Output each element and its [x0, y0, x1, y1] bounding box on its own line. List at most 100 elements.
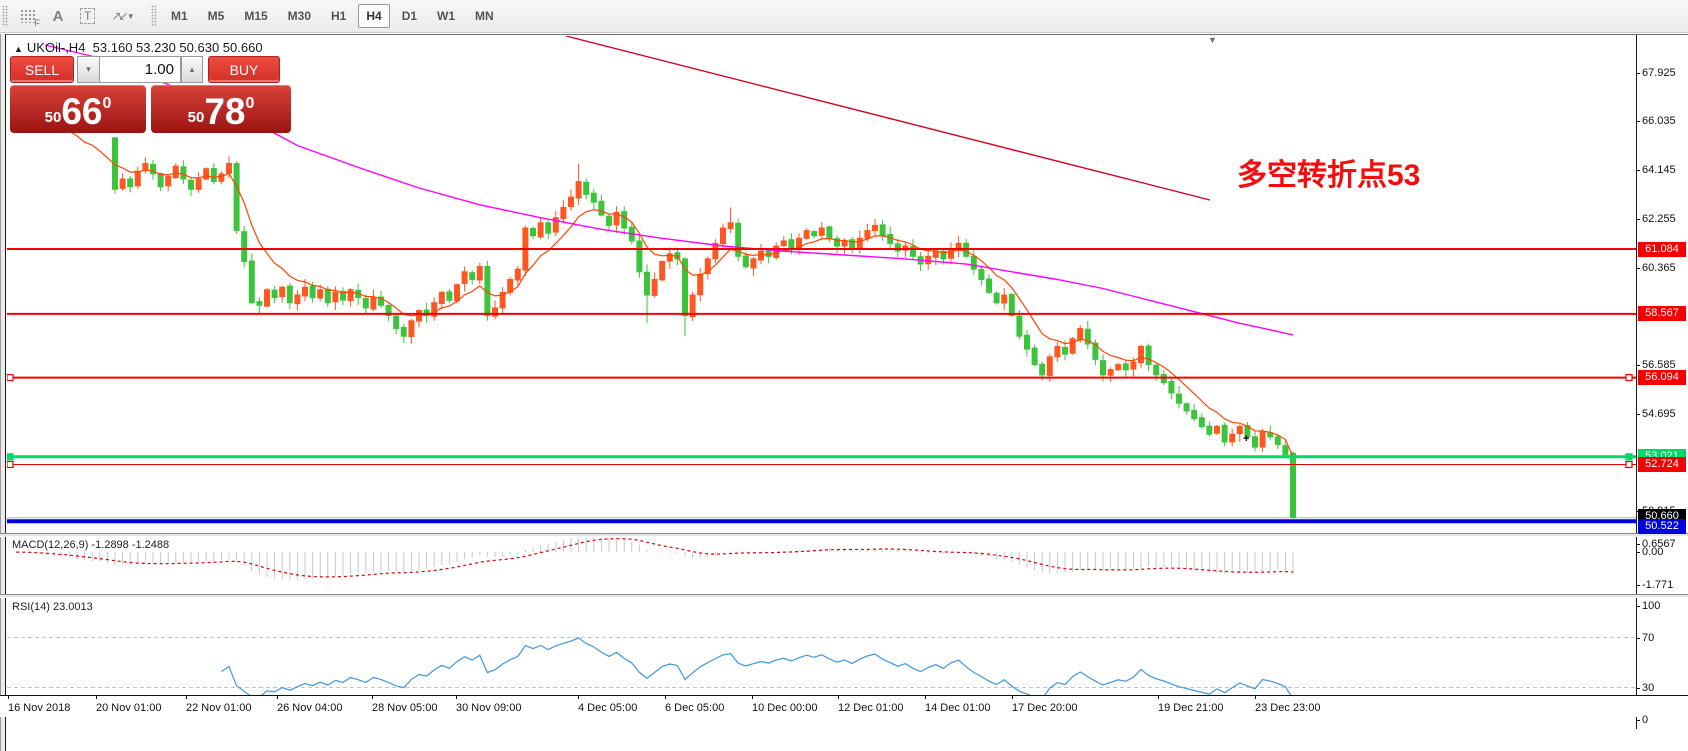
- indicator-axis-label: 70: [1642, 631, 1655, 644]
- chart-symbol-title: ▲ UKOil-,H4 53.160 53.230 50.630 50.660: [14, 40, 263, 55]
- price-badge-58.567: 58.567: [1638, 306, 1686, 322]
- time-tick: [456, 696, 457, 699]
- time-label: 6 Dec 05:00: [665, 702, 725, 714]
- chart-shift-triangle-icon[interactable]: ▼: [1208, 35, 1217, 45]
- time-label: 14 Dec 01:00: [925, 702, 991, 714]
- rsi-label: RSI(14) 23.0013: [12, 601, 93, 613]
- time-tick: [372, 696, 373, 699]
- draw-objects-icon[interactable]: ↗↙ ▾: [111, 9, 133, 23]
- time-tick: [96, 696, 97, 699]
- ma-slow-line: [44, 44, 1294, 336]
- time-label: 12 Dec 01:00: [838, 702, 904, 714]
- toolbar-grip[interactable]: [2, 5, 8, 27]
- time-label: 19 Dec 21:00: [1158, 702, 1224, 714]
- text-label-icon[interactable]: A: [52, 7, 64, 25]
- chart-top-border: [0, 34, 1688, 35]
- macd-values: -1.2898 -1.2488: [91, 539, 170, 551]
- time-tick: [1012, 696, 1013, 699]
- chart-window: ▲ UKOil-,H4 53.160 53.230 50.630 50.660 S…: [0, 34, 1688, 751]
- bull-candles: [119, 156, 1266, 452]
- macd-panel-splitter[interactable]: [0, 533, 1688, 537]
- time-tick: [665, 696, 666, 699]
- time-label: 23 Dec 23:00: [1255, 702, 1321, 714]
- indicator-axis-label: 0: [1642, 714, 1649, 726]
- text-box-icon[interactable]: T: [74, 4, 101, 28]
- timeframe-button-m5[interactable]: M5: [207, 9, 225, 23]
- price-badge-56.094: 56.094: [1638, 370, 1686, 386]
- buy-button[interactable]: BUY: [208, 56, 280, 83]
- time-tick: [578, 696, 579, 699]
- timeframe-button-d1[interactable]: D1: [401, 9, 418, 23]
- price-tick-label: 66.035: [1642, 115, 1676, 128]
- collapse-triangle-icon[interactable]: ▲: [14, 44, 23, 54]
- price-tick-dash: [1636, 267, 1640, 269]
- price-axis-separator: [1636, 35, 1637, 729]
- time-tick: [1158, 696, 1159, 699]
- macd-panel[interactable]: [15, 538, 1294, 581]
- main-price-panel[interactable]: [7, 36, 1636, 524]
- chart-annotation-text[interactable]: 多空转折点53: [1237, 159, 1421, 192]
- time-label: 10 Dec 00:00: [752, 702, 818, 714]
- macd-signal-line: [16, 538, 1294, 578]
- time-label: 26 Nov 04:00: [277, 702, 343, 714]
- price-badge-52.724: 52.724: [1638, 457, 1686, 473]
- bear-candles: [112, 137, 1296, 519]
- chevron-down-icon: ▾: [128, 10, 133, 21]
- time-label: 4 Dec 05:00: [578, 702, 638, 714]
- timeframe-button-m15[interactable]: M15: [244, 9, 268, 23]
- symbol-name: UKOil-,H4: [26, 40, 86, 55]
- timeframe-button-m1[interactable]: M1: [170, 9, 188, 23]
- timeframe-button-mn[interactable]: MN: [475, 9, 494, 23]
- sell-price-display[interactable]: 50 66 0: [10, 85, 146, 133]
- indicator-tick-dash: [1636, 637, 1640, 639]
- indicator-axis-label: 0.00: [1642, 546, 1664, 558]
- price-tick-label: 56.585: [1642, 358, 1676, 371]
- rsi-line: [221, 637, 1294, 700]
- timeframe-bar: M1 M5 M15 M30 H1 H4 D1 W1 MN: [161, 4, 504, 28]
- plus-marker-icon[interactable]: +: [1243, 433, 1250, 445]
- price-tick-dash: [1636, 413, 1640, 415]
- toolbar: F A T ↗↙ ▾ M1 M5 M15 M30 H1 H4 D1 W1 MN: [0, 0, 1688, 33]
- timeframe-button-h4[interactable]: H4: [358, 4, 390, 28]
- chart-left-border: [0, 34, 6, 751]
- time-tick: [838, 696, 839, 699]
- time-label: 20 Nov 01:00: [96, 702, 162, 714]
- time-axis[interactable]: 16 Nov 2018 20 Nov 01:00 22 Nov 01:00 26 No…: [0, 695, 1688, 717]
- price-tick-label: 60.365: [1642, 261, 1676, 274]
- volume-increase-button[interactable]: ▴: [181, 56, 203, 83]
- toolbar-grip-2[interactable]: [150, 5, 157, 27]
- time-label: 28 Nov 05:00: [372, 702, 438, 714]
- indicator-tick-dash: [1636, 585, 1640, 586]
- macd-histogram: [15, 538, 1294, 581]
- time-tick: [925, 696, 926, 699]
- timeframe-button-h1[interactable]: H1: [331, 9, 347, 23]
- price-tick-dash: [1636, 121, 1640, 123]
- volume-decrease-button[interactable]: ▾: [77, 56, 99, 83]
- time-tick: [8, 696, 9, 699]
- time-label: 17 Dec 20:00: [1012, 702, 1078, 714]
- price-tick-label: 62.255: [1642, 212, 1676, 225]
- price-tick-label: 67.925: [1642, 66, 1676, 79]
- indicator-axis-label: 0.6567: [1642, 538, 1676, 550]
- price-badge-61.084: 61.084: [1638, 241, 1686, 257]
- sell-button[interactable]: SELL: [10, 56, 74, 83]
- volume-input[interactable]: [99, 56, 181, 83]
- price-tick-dash: [1636, 170, 1640, 172]
- ma-fast-line: [69, 130, 1294, 458]
- indicator-tick-dash: [1636, 720, 1640, 721]
- price-tick-dash: [1636, 218, 1640, 220]
- price-badge-50.522: 50.522: [1638, 518, 1686, 534]
- ohlc-values: 53.160 53.230 50.630 50.660: [92, 40, 263, 55]
- timeframe-button-m30[interactable]: M30: [287, 9, 312, 23]
- indicator-tick-dash: [1636, 552, 1640, 553]
- rsi-panel-splitter[interactable]: [0, 594, 1688, 598]
- timeframe-button-w1[interactable]: W1: [437, 9, 456, 23]
- time-label: 22 Nov 01:00: [186, 702, 252, 714]
- price-tick-label: 54.695: [1642, 407, 1676, 420]
- rsi-panel[interactable]: [7, 637, 1636, 700]
- indicator-axis-label: 30: [1642, 681, 1655, 694]
- buy-price-display[interactable]: 50 78 0: [151, 85, 291, 133]
- indicator-tick-dash: [1636, 687, 1640, 689]
- crosshair-grid-icon[interactable]: F: [14, 4, 42, 28]
